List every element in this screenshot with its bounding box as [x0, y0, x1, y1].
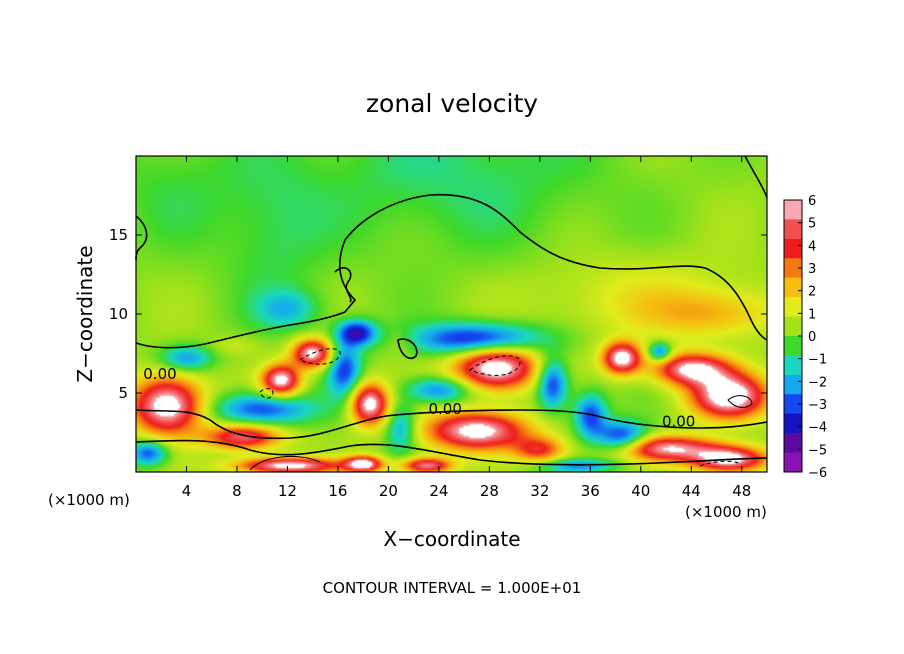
y-axis-ticks: 5 10 15 — [109, 226, 767, 402]
contour-neg-2 — [468, 355, 521, 376]
positive-contours — [249, 395, 753, 471]
contour-zero-right — [744, 155, 768, 199]
contour-lines — [135, 155, 768, 466]
velocity-field — [136, 156, 767, 472]
colorbar-tick-label: −1 — [808, 353, 827, 368]
contour-neg-1 — [298, 348, 341, 365]
x-tick-label: 28 — [480, 482, 499, 500]
x-tick-label: 20 — [379, 482, 398, 500]
colorbar-tick-label: −6 — [808, 466, 827, 481]
colorbar-band — [784, 258, 802, 279]
colorbar-tick-label: 5 — [808, 217, 816, 232]
contour-pos-2 — [727, 395, 753, 408]
colorbar-band — [784, 316, 802, 337]
colorbar-band — [784, 238, 802, 259]
colorbar-band — [784, 219, 802, 240]
x-tick-label: 8 — [232, 482, 242, 500]
x-unit-right: (×1000 m) — [685, 503, 767, 521]
y-axis-label: Z−coordinate — [73, 245, 97, 382]
x-tick-label: 36 — [581, 482, 600, 500]
contour-interval-note: CONTOUR INTERVAL = 1.000E+01 — [323, 579, 582, 597]
contour-zero-lower — [135, 439, 768, 466]
contour-zero-knot — [334, 267, 352, 303]
colorbar-tick-label: −5 — [808, 443, 827, 458]
colorbar-band — [784, 433, 802, 454]
colorbar-tick-label: 6 — [808, 194, 816, 209]
x-unit-left: (×1000 m) — [48, 491, 130, 509]
colorbar-tick-label: −2 — [808, 375, 827, 390]
x-axis-ticks: 4 8 12 16 20 24 28 32 36 40 44 48 — [182, 156, 751, 500]
contour-zero-left — [135, 215, 148, 261]
colorbar-band — [784, 452, 802, 473]
x-tick-label: 4 — [182, 482, 192, 500]
colorbar-tick-label: 3 — [808, 262, 816, 277]
x-tick-label: 40 — [631, 482, 650, 500]
colorbar-tick-label: 0 — [808, 330, 816, 345]
x-tick-label: 44 — [682, 482, 701, 500]
colorbar-band — [784, 277, 802, 298]
colorbar-band — [784, 355, 802, 376]
y-tick-label: 10 — [109, 305, 128, 323]
negative-contours — [259, 348, 741, 467]
x-axis-label: X−coordinate — [383, 527, 520, 551]
colorbar-band — [784, 413, 802, 434]
colorbar: 6 5 4 3 2 1 0 −1 −2 −3 −4 −5 −6 — [783, 194, 827, 481]
contour-neg-3 — [699, 460, 741, 467]
contour-label: 0.00 — [143, 365, 176, 383]
colorbar-band — [784, 336, 802, 356]
chart-title: zonal velocity — [366, 89, 538, 118]
colorbar-tick-label: −4 — [808, 421, 827, 436]
colorbar-tick-label: 1 — [808, 307, 816, 322]
contour-labels: 0.00 0.00 0.00 — [143, 365, 695, 431]
plot-area — [135, 155, 768, 473]
colorbar-band — [784, 374, 802, 395]
x-tick-label: 16 — [328, 482, 347, 500]
colorbar-band — [784, 394, 802, 415]
x-tick-label: 12 — [278, 482, 297, 500]
x-tick-label: 24 — [429, 482, 448, 500]
x-tick-label: 32 — [530, 482, 549, 500]
contour-label: 0.00 — [662, 413, 695, 431]
x-tick-label: 48 — [732, 482, 751, 500]
contour-zero-islet — [397, 338, 418, 360]
contour-zero-middle — [135, 409, 768, 440]
contour-neg-4 — [259, 388, 274, 399]
y-tick-label: 15 — [109, 226, 128, 244]
colorbar-band — [784, 200, 802, 220]
colorbar-tick-label: 2 — [808, 285, 816, 300]
colorbar-tick-label: 4 — [808, 239, 816, 254]
contour-pos-1 — [249, 456, 321, 471]
contour-zero-upper — [135, 193, 768, 349]
y-tick-label: 5 — [118, 384, 128, 402]
colorbar-tick-label: −3 — [808, 398, 827, 413]
contour-label: 0.00 — [428, 400, 461, 418]
colorbar-band — [784, 297, 802, 318]
